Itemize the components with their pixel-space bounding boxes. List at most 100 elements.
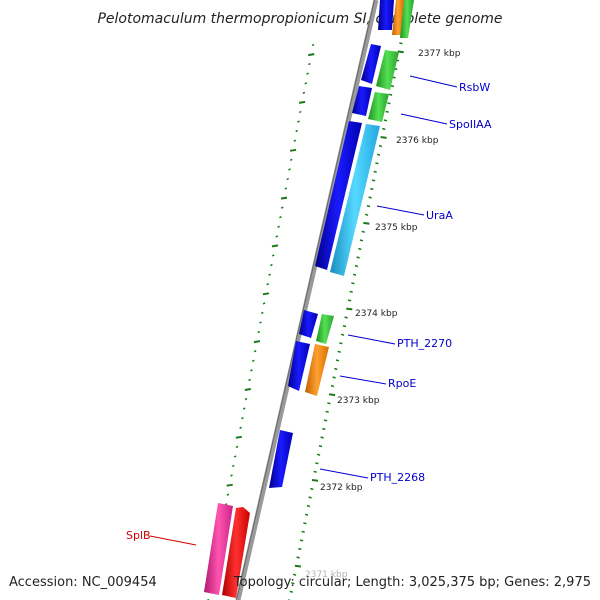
- track-dot: [268, 273, 271, 276]
- gene-label-splb[interactable]: SplB: [126, 529, 151, 542]
- track-dot: [298, 110, 302, 114]
- gene-label-pth2268[interactable]: PTH_2268: [370, 471, 425, 484]
- scale-tick-minor: [315, 462, 319, 465]
- scale-tick-major: [380, 136, 387, 139]
- blast-orange-rpoe: [305, 344, 329, 396]
- accession-text: Accession: NC_009454: [9, 575, 157, 590]
- leader-line-pth2268: [319, 468, 369, 479]
- track-dot: [259, 321, 262, 324]
- scale-tick-minor: [358, 247, 362, 251]
- scale-tick-minor: [390, 84, 395, 88]
- scale-tick-major: [346, 307, 353, 311]
- scale-tick-minor: [354, 264, 359, 268]
- track-dot: [275, 235, 279, 238]
- track-dot: [251, 359, 255, 362]
- kbp-label: 2373 kbp: [337, 396, 380, 406]
- scale-tick-minor: [387, 102, 391, 105]
- scale-tick-minor: [383, 119, 388, 122]
- cds-arrow-rpoe: [288, 341, 310, 391]
- scale-tick-minor: [368, 196, 372, 199]
- scale-tick-minor: [385, 110, 389, 113]
- track-dot: [226, 483, 233, 487]
- scale-tick-major: [294, 564, 302, 568]
- gene-label-rpoe[interactable]: RpoE: [388, 377, 416, 390]
- gene-label-uraa[interactable]: UraA: [426, 209, 453, 222]
- scale-tick-minor: [352, 273, 357, 276]
- track-dot: [270, 263, 273, 267]
- leader-line-pth2270: [347, 334, 396, 345]
- scale-tick-minor: [382, 127, 386, 131]
- track-dot: [288, 168, 291, 171]
- cds-arrow-rsbw: [361, 44, 381, 84]
- scale-tick-major: [328, 393, 336, 397]
- track-dot: [241, 417, 244, 420]
- cds-arrow-uraa: [315, 121, 362, 270]
- scale-tick-minor: [392, 76, 396, 79]
- kbp-label: 2374 kbp: [355, 309, 398, 319]
- track-dot: [242, 407, 246, 410]
- scale-tick-minor: [320, 436, 324, 439]
- leader-line-splb: [149, 535, 197, 546]
- gene-label-pth2270[interactable]: PTH_2270: [397, 337, 452, 350]
- scale-tick-minor: [289, 590, 293, 593]
- track-dot: [250, 369, 253, 372]
- track-dot: [308, 62, 311, 66]
- kbp-label: 2371 kbp: [305, 570, 348, 580]
- scale-tick-minor: [296, 556, 300, 559]
- feature-arrows: [204, 0, 414, 598]
- blast-magenta-splb: [204, 503, 233, 595]
- scale-tick-minor: [364, 213, 369, 216]
- kbp-label: 2372 kbp: [320, 483, 363, 493]
- track-dot: [311, 43, 315, 47]
- kbp-label: 2377 kbp: [418, 49, 461, 59]
- blast-orange-top: [392, 0, 404, 35]
- track-dot: [239, 426, 242, 429]
- scale-tick-minor: [337, 350, 341, 353]
- blast-cyan-uraa: [330, 124, 380, 276]
- scale-tick-minor: [292, 573, 297, 576]
- scale-tick-major: [363, 221, 370, 225]
- scale-tick-minor: [376, 153, 381, 156]
- scale-tick-minor: [330, 384, 335, 388]
- scale-tick-minor: [349, 290, 353, 293]
- cds-arrow-pth2268: [269, 430, 293, 488]
- scale-tick-minor: [344, 316, 348, 319]
- track-dot: [271, 244, 279, 248]
- track-dot: [280, 206, 284, 209]
- blast-green-rsbw: [376, 50, 399, 90]
- gene-label-spoiiaa[interactable]: SpoIIAA: [449, 118, 492, 131]
- scale-tick-minor: [370, 187, 374, 191]
- scale-tick-minor: [313, 470, 317, 473]
- kbp-label: 2375 kbp: [375, 223, 418, 233]
- scale-tick-minor: [342, 324, 347, 328]
- gc-dot-track: [206, 43, 315, 600]
- track-dot: [297, 120, 300, 123]
- track-dot: [226, 493, 230, 496]
- scale-tick-minor: [308, 496, 312, 499]
- cds-arrow-spoiiaa: [352, 86, 372, 116]
- scale-tick-minor: [327, 402, 331, 405]
- scale-tick-minor: [325, 410, 329, 413]
- scale-tick-minor: [291, 582, 295, 585]
- scale-tick-major: [311, 479, 319, 482]
- track-dot: [235, 435, 242, 439]
- gene-label-rsbw[interactable]: RsbW: [459, 81, 490, 94]
- track-dot: [286, 177, 290, 181]
- gene-labels: RsbW SpoIIAA UraA PTH_2270 RpoE PTH_2268…: [126, 81, 492, 542]
- track-dot: [244, 397, 248, 401]
- scale-tick-minor: [299, 539, 304, 542]
- scale-tick-minor: [375, 162, 379, 165]
- kbp-labels: 2377 kbp 2376 kbp 2375 kbp 2374 kbp 2373…: [305, 49, 461, 580]
- track-dot: [304, 82, 308, 85]
- scale-tick-minor: [378, 144, 383, 148]
- scale-tick-minor: [316, 453, 321, 456]
- cds-arrow-pth2270: [299, 310, 318, 338]
- blast-green-spoiiaa: [368, 92, 389, 122]
- track-dot: [266, 283, 270, 286]
- blast-green-pth2270: [316, 314, 334, 344]
- scale-tick-minor: [347, 299, 352, 302]
- scale-tick-minor: [310, 487, 314, 491]
- track-dot: [260, 311, 264, 315]
- scale-tick-minor: [301, 530, 305, 533]
